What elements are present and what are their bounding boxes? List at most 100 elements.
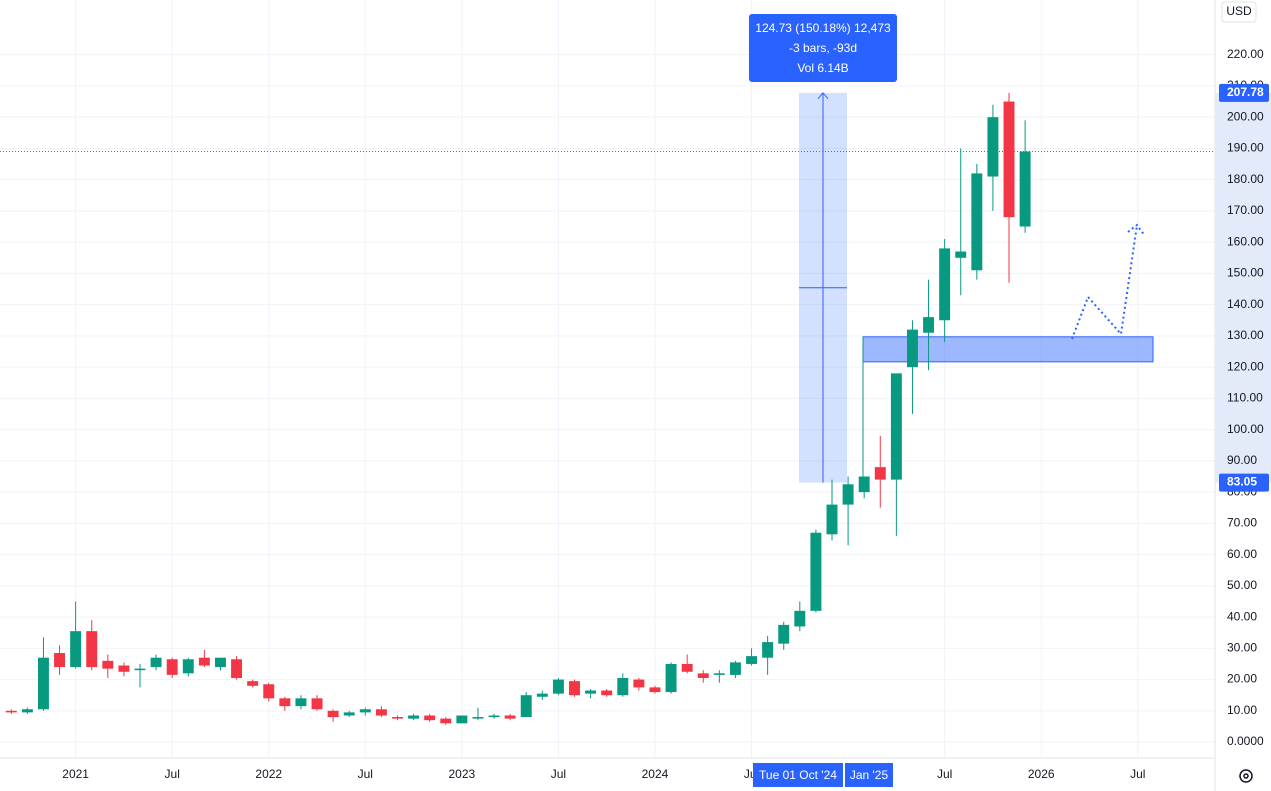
- candle-body: [150, 657, 162, 668]
- measure-text: Vol 6.14B: [797, 61, 848, 75]
- candle-body: [21, 709, 33, 713]
- settings-gear-center[interactable]: [1243, 773, 1249, 779]
- candle-body: [456, 715, 468, 724]
- candle-body: [359, 709, 371, 713]
- y-tick-label: 200.00: [1227, 109, 1264, 123]
- time-label-bg: [753, 763, 843, 787]
- measure-text: -3 bars, -93d: [789, 41, 857, 55]
- y-tick-label: 140.00: [1227, 297, 1264, 311]
- y-tick-label: 30.00: [1227, 641, 1257, 655]
- candle-body: [971, 173, 983, 271]
- candle-body: [37, 657, 49, 710]
- candle-body: [649, 687, 661, 693]
- candle-body: [1019, 151, 1031, 227]
- time-label-bg: [845, 763, 893, 787]
- zone: [862, 336, 1154, 363]
- candle-body: [231, 659, 243, 679]
- y-tick-label: 40.00: [1227, 609, 1257, 623]
- candle-body: [198, 657, 210, 666]
- currency[interactable]: USD: [1226, 4, 1252, 18]
- candle-body: [54, 653, 66, 668]
- x-tick-label: Jul: [1130, 767, 1145, 781]
- settings-gear[interactable]: [1239, 769, 1253, 783]
- candle-body: [923, 317, 935, 333]
- candle-body: [440, 718, 452, 724]
- x-tick-label: 2024: [642, 767, 669, 781]
- x-tick-label: Jul: [551, 767, 566, 781]
- candle-body: [874, 467, 886, 480]
- candle-body: [729, 662, 741, 675]
- candle-body: [681, 663, 693, 672]
- currency-button[interactable]: [1221, 1, 1257, 23]
- candle-body: [810, 532, 822, 611]
- overlay: 124.73 (150.18%) 12,473 -3 bars, -93d Vol …: [749, 14, 897, 82]
- candle-body: [279, 698, 291, 707]
- y-tick-label: 220.00: [1227, 47, 1264, 61]
- candle-body: [842, 484, 854, 505]
- x-tick-label: 2021: [62, 767, 89, 781]
- x-tick-label: 2026: [1028, 767, 1055, 781]
- y-tick-label: 160.00: [1227, 234, 1264, 248]
- candle-body: [263, 684, 275, 699]
- candle-body: [214, 657, 226, 668]
- candle-body: [182, 659, 194, 674]
- candle-body: [520, 695, 532, 718]
- y-tick-label: 170.00: [1227, 203, 1264, 217]
- y-tick-label: 180.00: [1227, 172, 1264, 186]
- candle-body: [375, 709, 387, 716]
- candle-body: [617, 678, 629, 696]
- candle-body: [536, 693, 548, 697]
- x-tick-label: Jul: [937, 767, 952, 781]
- candle-body: [601, 690, 613, 696]
- measure-arrowhead: [817, 92, 829, 100]
- candle-body: [826, 504, 838, 535]
- candle-body: [858, 476, 870, 493]
- candle-body: [633, 679, 645, 688]
- x-tick-label: 2023: [449, 767, 476, 781]
- price-label: 83.05: [1227, 475, 1257, 489]
- candle-body: [295, 698, 307, 707]
- candle-body: [311, 698, 323, 710]
- candle-body: [585, 690, 597, 694]
- candle-body: [118, 665, 130, 672]
- time-label: Tue 01 Oct '24: [759, 768, 837, 782]
- candle-body: [472, 717, 484, 719]
- candle-body: [746, 656, 758, 664]
- price-label-bg: [1219, 83, 1269, 102]
- candle-body: [794, 610, 806, 627]
- candle-body: [890, 373, 902, 480]
- price-label: 207.78: [1227, 85, 1264, 99]
- x-tick-label: Jul: [358, 767, 373, 781]
- candle-body: [778, 624, 790, 644]
- candle-body: [343, 712, 355, 716]
- candle-body: [504, 715, 516, 719]
- measure-text: 124.73 (150.18%) 12,473: [755, 21, 891, 35]
- candle-body: [1003, 101, 1015, 218]
- candle-body: [166, 659, 178, 675]
- candle-body: [327, 710, 339, 718]
- time-label: Jan '25: [850, 768, 889, 782]
- measure-tooltip: [749, 14, 897, 82]
- y-tick-label: 130.00: [1227, 328, 1264, 342]
- candle-body: [247, 681, 259, 686]
- candle-body: [955, 251, 967, 258]
- candle-body: [86, 631, 98, 668]
- y-tick-label: 0.0000: [1227, 734, 1264, 748]
- x-tick-label: 2022: [255, 767, 282, 781]
- y-tick-label: 150.00: [1227, 266, 1264, 280]
- y-tick-label: 60.00: [1227, 547, 1257, 561]
- y-tick-label: 70.00: [1227, 516, 1257, 530]
- settings-icon[interactable]: [1239, 769, 1253, 783]
- candle-body: [424, 715, 436, 721]
- y-tick-label: 100.00: [1227, 422, 1264, 436]
- candle-body: [488, 715, 500, 718]
- candle-body: [134, 668, 146, 671]
- y-tick-label: 90.00: [1227, 453, 1257, 467]
- candle-body: [5, 710, 17, 713]
- price-label-bg: [1219, 473, 1269, 492]
- candle-body: [569, 681, 580, 696]
- candle-body: [697, 673, 709, 679]
- candle-body: [392, 717, 403, 719]
